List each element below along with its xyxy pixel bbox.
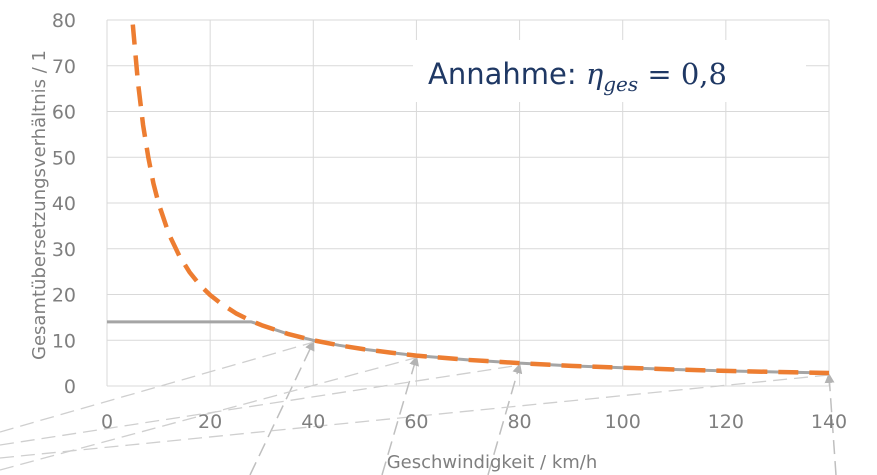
arrow-diagonal <box>0 364 520 446</box>
y-axis-title: Gesamtübersetzungsverhältnis / 1 <box>29 50 50 360</box>
x-tick-label: 0 <box>101 411 113 433</box>
x-tick-label: 140 <box>811 411 847 433</box>
annotation-prefix: Annahme: <box>428 57 586 91</box>
y-tick-label: 80 <box>52 10 76 32</box>
x-axis-title: Geschwindigkeit / km/h <box>387 452 598 473</box>
y-tick-label: 0 <box>64 376 76 398</box>
x-tick-label: 40 <box>301 411 325 433</box>
x-tick-label: 60 <box>404 411 428 433</box>
y-tick-label: 70 <box>52 56 76 78</box>
x-tick-label: 80 <box>507 411 531 433</box>
x-tick-label: 100 <box>605 411 641 433</box>
arrow-vertical <box>487 363 523 475</box>
annotation-relation: = 0,8 <box>638 57 727 91</box>
arrow-diagonal <box>0 374 830 459</box>
annotation-box <box>413 40 806 102</box>
x-tick-label: 120 <box>708 411 744 433</box>
chart-gridlines <box>106 19 830 387</box>
arrow-diagonal <box>0 341 314 433</box>
chart-arrows <box>0 340 837 475</box>
y-tick-label: 50 <box>52 147 76 169</box>
arrow-vertical <box>249 340 315 475</box>
series-line-solid <box>107 320 830 375</box>
x-tick-label: 20 <box>198 411 222 433</box>
y-tick-label: 40 <box>52 193 76 215</box>
y-tick-label: 30 <box>52 239 76 261</box>
annotation-text: Annahme: ηges = 0,8 <box>428 57 727 96</box>
y-tick-label: 60 <box>52 102 76 124</box>
y-tick-label: 10 <box>52 330 76 352</box>
chart-tick-labels: 0 10 20 30 40 50 60 70 80 0 20 40 60 80 100 120 140 <box>52 10 847 433</box>
chart-series <box>107 24 830 376</box>
y-tick-label: 20 <box>52 285 76 307</box>
series-line-dashed <box>130 24 830 376</box>
annotation-subscript: ges <box>603 72 638 96</box>
arrow-vertical <box>824 372 837 475</box>
annotation-symbol: η <box>586 57 604 91</box>
